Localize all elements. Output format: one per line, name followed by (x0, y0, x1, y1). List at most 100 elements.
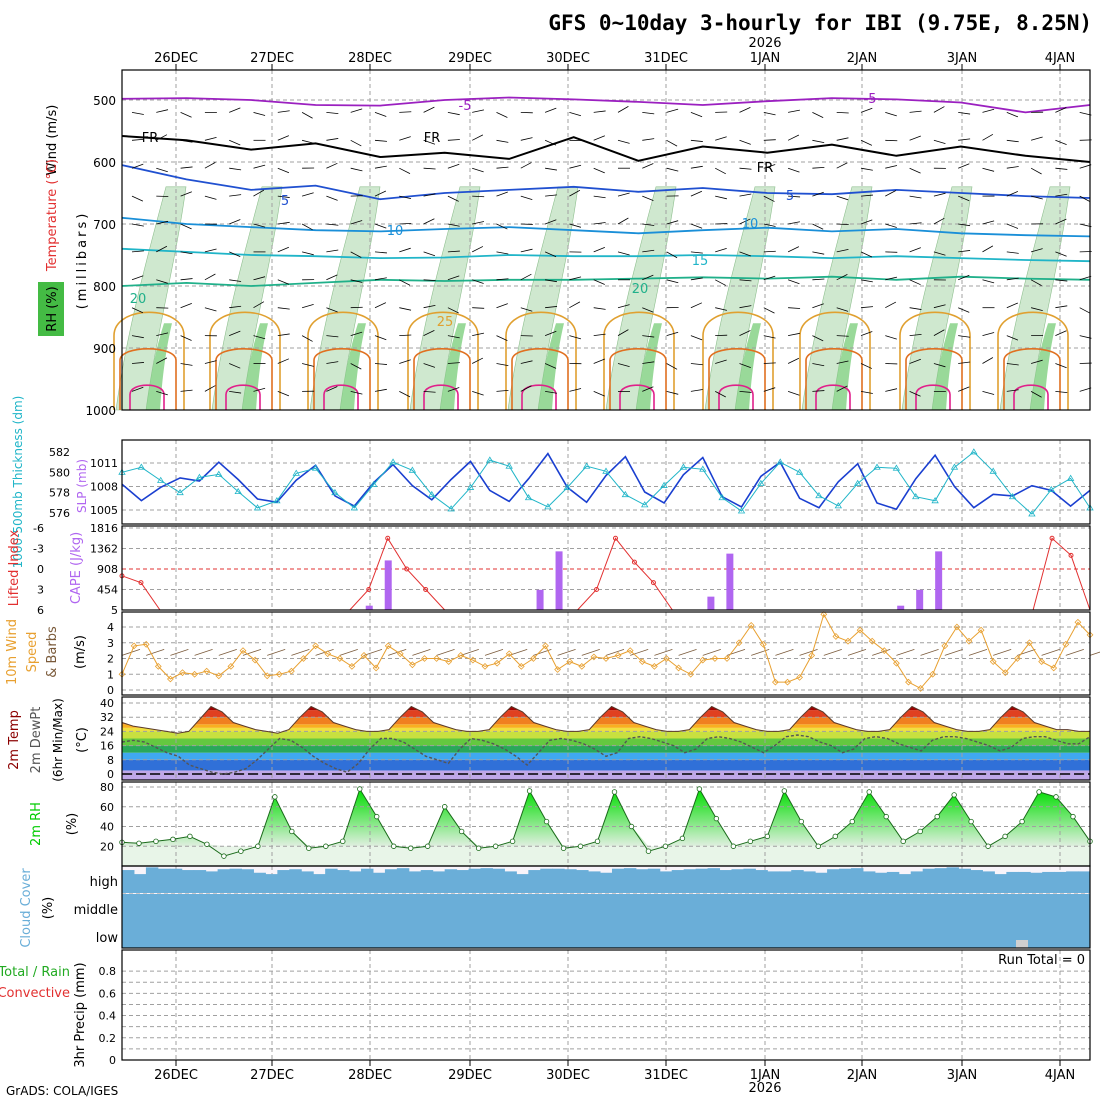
cloud-bar-high (468, 868, 482, 893)
wind-barb (788, 221, 800, 225)
cloud-bar-high (193, 870, 207, 893)
li-tick-label: 6 (37, 604, 44, 617)
wind-barb (131, 307, 144, 314)
wind-barb (909, 333, 922, 336)
wind-barb (909, 279, 921, 286)
wind-speed-marker (300, 655, 307, 662)
thickness-ylabel: 1000-500mb Thickness (dm) (11, 396, 25, 569)
wind-speed-marker (154, 662, 162, 670)
cloud-bar-high (229, 868, 243, 893)
cloud-bar-middle (1078, 894, 1091, 921)
wind-barb (277, 221, 290, 225)
wind-barb (472, 109, 485, 113)
wind-barb (496, 278, 509, 281)
cloud-level-label: high (90, 875, 118, 890)
cloud-bar-middle (480, 894, 493, 921)
wind-barb (253, 387, 266, 392)
data-marks (113, 96, 1100, 948)
wind-barb (836, 273, 848, 281)
wind-speed-marker (372, 664, 380, 672)
wind-barb-10m (799, 648, 818, 656)
thickness-marker (369, 480, 378, 487)
cloud-bar-low (779, 921, 792, 948)
panel-frame-snd (121, 69, 1091, 411)
cloud-low-gap (1016, 940, 1028, 948)
cloud-bar-middle (898, 894, 912, 921)
contour-label: FR (757, 161, 774, 176)
wind-speed-marker (602, 655, 610, 662)
cloud-bar-high (265, 874, 278, 893)
wind-barb (617, 363, 630, 367)
wind-barb (763, 307, 775, 314)
cloud-bar-middle (1018, 894, 1031, 921)
wind-barb (836, 137, 849, 141)
wind-barb (229, 194, 242, 197)
cloud-bar-low (683, 921, 697, 948)
cloud-bar-high (886, 871, 900, 893)
wind-barb (277, 110, 290, 113)
wind-barb (350, 139, 362, 147)
cloud-bar-high (1030, 872, 1043, 893)
cloud-bar-low (982, 921, 995, 948)
wind-barb-10m (678, 648, 697, 656)
wind-barb (180, 191, 192, 197)
wind-barb (836, 335, 849, 337)
wind-speed-marker (348, 662, 356, 670)
wind-barb (350, 220, 363, 225)
wind-barb (812, 166, 825, 169)
li-marker (1049, 535, 1055, 541)
wind-barb (1006, 251, 1019, 254)
wind-barb (642, 335, 655, 338)
rh-marker (238, 848, 244, 854)
cloud-bar-low (564, 921, 577, 948)
isotherm-30 (225, 384, 261, 410)
rh-tick-label: 20 (100, 840, 114, 853)
wind-speed-marker (747, 622, 755, 629)
wind-speed-marker (965, 637, 973, 645)
wind-barb (423, 251, 436, 257)
cloud-bar-low (528, 921, 541, 948)
rh-shade-core (340, 323, 366, 410)
wind-barb (739, 251, 751, 257)
wind-barb (982, 279, 995, 284)
wind-barb (787, 246, 800, 253)
isotherm-30 (619, 384, 655, 410)
cloud-bar-low (1054, 921, 1067, 948)
wind-barb (958, 112, 971, 115)
wind-speed-marker (1038, 658, 1045, 666)
isotherm-25 (799, 311, 871, 410)
wind-barb (1055, 218, 1067, 225)
wind-barb (569, 388, 582, 392)
wind-barb (277, 279, 290, 285)
wind-barb (472, 357, 484, 364)
panel-frame-slp (121, 439, 1091, 525)
wind-barb (472, 246, 484, 253)
thickness-marker (524, 493, 533, 501)
wind-barb (860, 251, 873, 258)
rh-tick-label: 40 (100, 821, 114, 834)
wind-barb (423, 193, 436, 197)
wind-barb (180, 278, 193, 281)
wind-barb (229, 363, 241, 369)
li-marker (366, 587, 372, 592)
wind-barb (253, 335, 266, 340)
wind-barb (350, 391, 363, 395)
rh-marker (1053, 794, 1059, 800)
wind-speed-marker (457, 651, 465, 659)
wind-barb (812, 363, 825, 367)
bottom-date-label: 26DEC (154, 1068, 198, 1083)
wind-barb (860, 306, 873, 309)
li-tick-label: 0 (37, 563, 44, 576)
bottom-date-label: 31DEC (644, 1068, 688, 1083)
wind-speed-marker (566, 658, 574, 666)
cloud-bar-middle (886, 894, 900, 921)
cloud-bar-middle (492, 894, 505, 921)
wind-barb-10m (1065, 648, 1084, 656)
wind-barb (131, 250, 144, 253)
wind-speed-marker (554, 666, 561, 673)
thickness-marker (912, 492, 920, 500)
wind-barb (496, 303, 508, 309)
wind-barb (690, 112, 703, 118)
wind-barb (1079, 195, 1091, 203)
cloud-bar-low (958, 921, 971, 948)
